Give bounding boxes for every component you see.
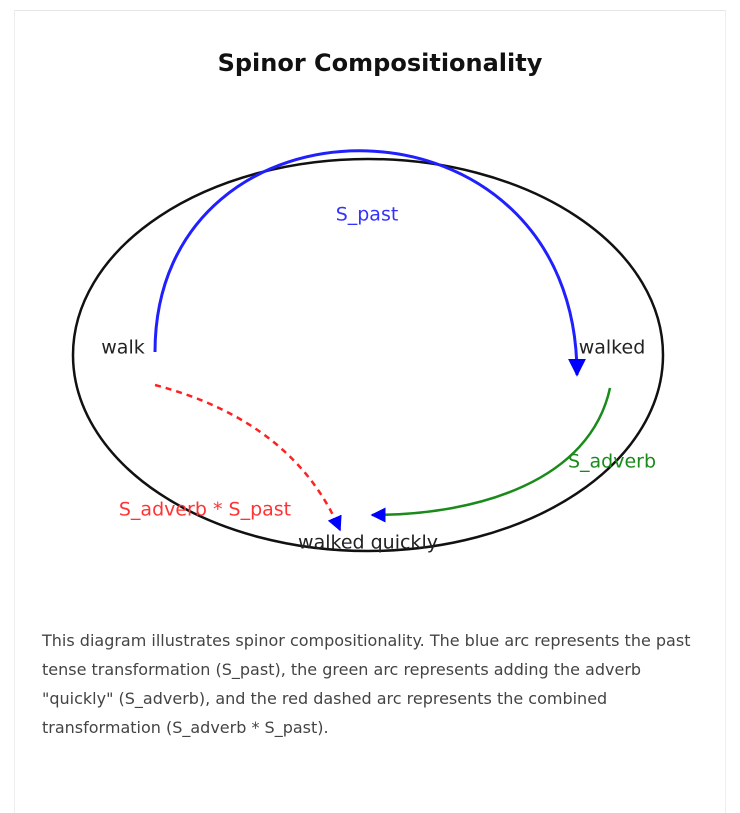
node-label: walked [579,337,646,359]
blue-arc [153,149,586,377]
node-label: walk [101,337,144,359]
green-arc [370,387,612,523]
caption: This diagram illustrates spinor composit… [42,631,691,737]
arc-label: S_adverb [568,451,656,473]
card [14,10,726,813]
arc-label: S_adverb * S_past [119,499,291,521]
diagram: Spinor Compositionality walk walked walk… [71,49,665,554]
red-arc [154,383,342,532]
title: Spinor Compositionality [218,49,543,77]
ellipse [71,157,665,553]
arc-label: S_past [336,204,399,226]
node-label: walked quickly [298,532,438,554]
